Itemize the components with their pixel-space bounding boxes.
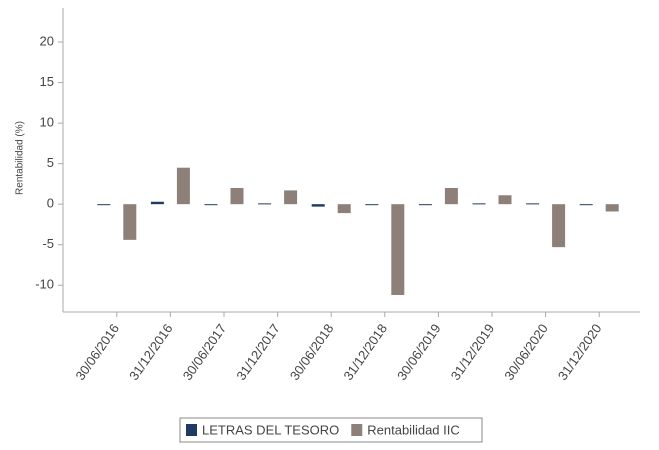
bar xyxy=(337,204,351,214)
x-tick-label: 30/06/2019 xyxy=(394,321,444,383)
x-tick-label: 30/06/2020 xyxy=(501,321,551,383)
y-tick-label: 5 xyxy=(47,155,54,170)
bar xyxy=(176,167,190,205)
legend-label: LETRAS DEL TESORO xyxy=(202,422,339,437)
y-tick-label: 0 xyxy=(47,196,54,211)
legend-box xyxy=(179,417,483,443)
bar xyxy=(552,204,566,248)
bar xyxy=(444,187,458,205)
y-tick-label: 15 xyxy=(40,74,54,89)
bar xyxy=(150,201,164,205)
bar xyxy=(311,204,325,207)
x-tick-label: 30/06/2017 xyxy=(180,321,230,383)
x-tick-label: 30/06/2018 xyxy=(287,321,337,383)
x-tick-label: 31/12/2017 xyxy=(233,321,283,383)
y-tick-label: -5 xyxy=(42,236,54,251)
y-tick-label: 20 xyxy=(40,33,54,48)
bar xyxy=(230,187,244,205)
bar xyxy=(204,204,218,206)
y-tick-label: -10 xyxy=(35,277,54,292)
bar xyxy=(97,204,111,206)
x-tick-label: 31/12/2020 xyxy=(555,321,605,383)
bar xyxy=(526,203,540,205)
y-axis-label: Rentabilidad (%) xyxy=(15,121,26,195)
bar xyxy=(579,204,593,206)
bar xyxy=(418,204,432,206)
x-tick-label: 31/12/2019 xyxy=(448,321,498,383)
bar xyxy=(284,190,298,205)
x-tick-label: 31/12/2016 xyxy=(126,321,176,383)
bar xyxy=(258,203,272,205)
y-tick-label: 10 xyxy=(40,115,54,130)
legend-swatch xyxy=(186,424,197,436)
bar xyxy=(123,204,137,240)
legend-label: Rentabilidad IIC xyxy=(367,422,460,437)
bar xyxy=(391,204,405,295)
bar xyxy=(498,195,512,205)
bar xyxy=(365,204,379,206)
bar xyxy=(472,203,486,205)
x-tick-label: 30/06/2016 xyxy=(72,321,122,383)
x-tick-label: 31/12/2018 xyxy=(340,321,390,383)
bar xyxy=(605,204,619,212)
legend-swatch xyxy=(351,424,363,436)
